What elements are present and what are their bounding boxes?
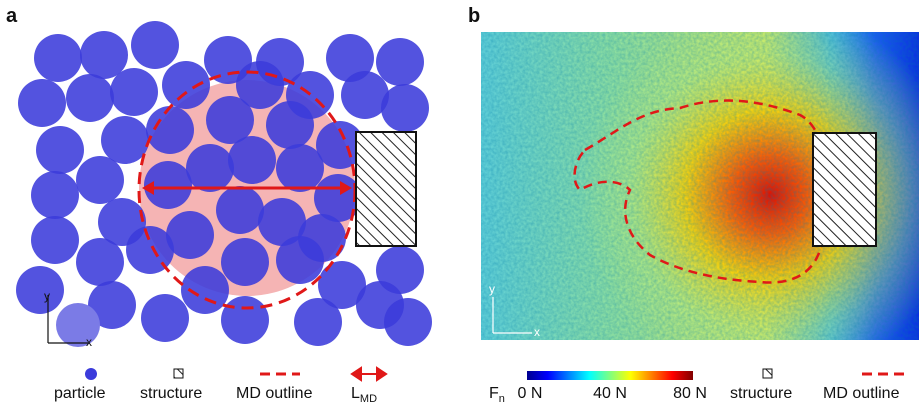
particle <box>18 79 66 127</box>
subscript: n <box>499 393 505 405</box>
particle <box>141 294 189 342</box>
particle <box>36 126 84 174</box>
structure <box>812 132 877 247</box>
particle <box>166 211 214 259</box>
particle <box>162 61 210 109</box>
particle <box>131 21 179 69</box>
particle <box>276 144 324 192</box>
legend-text: F <box>489 385 499 402</box>
particle <box>66 74 114 122</box>
particle <box>221 238 269 286</box>
panel-label: a <box>6 5 18 27</box>
structure-icon <box>762 368 773 379</box>
panel-label: b <box>468 5 480 27</box>
particle <box>318 261 366 309</box>
particle <box>206 96 254 144</box>
axis-label: y <box>489 282 495 296</box>
axis-label: y <box>44 289 50 303</box>
particle <box>110 68 158 116</box>
particle <box>228 136 276 184</box>
particle <box>314 174 362 222</box>
particle <box>76 156 124 204</box>
structure-icon <box>173 368 184 379</box>
colorbar-label: 80 N <box>673 385 707 402</box>
particle-icon <box>85 368 97 380</box>
colorbar-label: 0 N <box>518 385 543 402</box>
legend-text: structure <box>140 385 202 402</box>
axes <box>492 297 532 334</box>
subscript: MD <box>360 393 377 405</box>
particle <box>326 34 374 82</box>
particle <box>80 31 128 79</box>
particle <box>88 281 136 329</box>
legend-text: Fn <box>489 385 505 405</box>
particle <box>376 38 424 86</box>
particle <box>341 71 389 119</box>
particle <box>34 34 82 82</box>
particle <box>31 171 79 219</box>
axis-label: x <box>86 335 92 349</box>
particle <box>258 198 306 246</box>
particle <box>384 298 432 346</box>
md-outline <box>573 99 830 284</box>
particle <box>216 186 264 234</box>
particle <box>144 161 192 209</box>
particle <box>381 84 429 132</box>
particle <box>56 303 100 347</box>
particle <box>76 238 124 286</box>
legend-text: LMD <box>351 385 377 405</box>
legend-text: L <box>351 385 360 402</box>
particle <box>376 246 424 294</box>
particle <box>181 266 229 314</box>
legend-text: structure <box>730 385 792 402</box>
particle <box>31 216 79 264</box>
particle <box>266 101 314 149</box>
colorbar-label: 40 N <box>593 385 627 402</box>
axis-label: x <box>534 325 540 339</box>
arrow-icon <box>350 366 388 382</box>
particle-panel: y x <box>16 21 432 349</box>
particle <box>16 266 64 314</box>
particle <box>186 144 234 192</box>
axes <box>47 295 88 344</box>
particle <box>294 298 342 346</box>
particle <box>146 106 194 154</box>
structure <box>355 131 417 247</box>
legend-text: MD outline <box>823 385 900 402</box>
colorbar <box>527 371 693 380</box>
particle <box>221 296 269 344</box>
particle <box>101 116 149 164</box>
particle <box>126 226 174 274</box>
legend-text: particle <box>54 385 106 402</box>
legend-text: MD outline <box>236 385 313 402</box>
particle <box>276 236 324 284</box>
